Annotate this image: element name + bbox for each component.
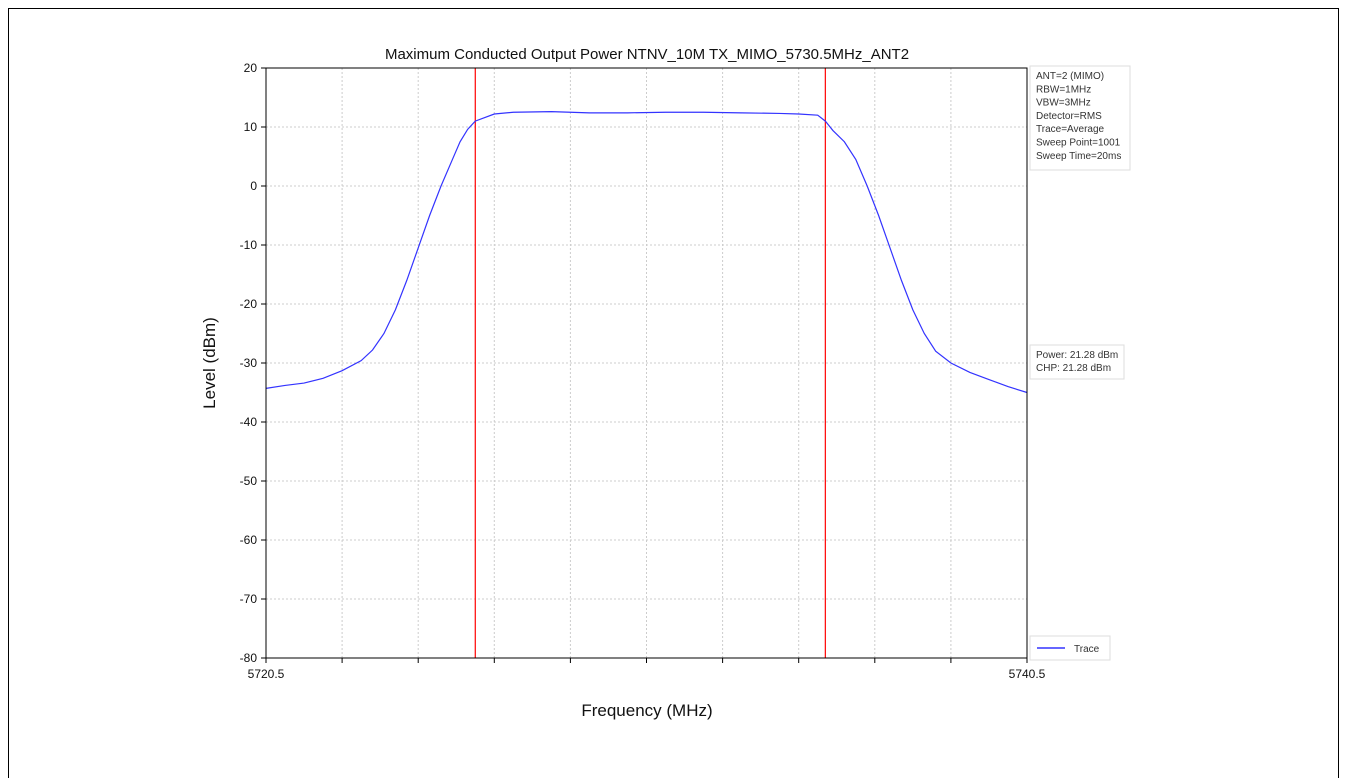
info-box: ANT=2 (MIMO) RBW=1MHz VBW=3MHz Detector=RMS…: [1029, 65, 1131, 171]
info-line: Trace=Average: [1036, 124, 1105, 135]
info-line: Sweep Point=1001: [1036, 138, 1121, 149]
y-tick-label: -40: [240, 415, 258, 429]
y-ticks: 20 10 0 -10 -20 -30 -40 -50 -60 -70 -80: [240, 61, 266, 665]
x-tick-label: 5720.5: [248, 667, 285, 681]
y-tick-label: 10: [244, 120, 258, 134]
y-axis-label: Level (dBm): [200, 317, 219, 409]
chart-title: Maximum Conducted Output Power NTNV_10M …: [385, 46, 909, 63]
x-axis-label: Frequency (MHz): [581, 701, 712, 720]
marker-lines: [474, 68, 826, 658]
power-line: Power: 21.28 dBm: [1036, 350, 1118, 361]
y-tick-label: -10: [240, 238, 258, 252]
y-tick-label: -60: [240, 533, 258, 547]
x-ticks: 5720.5 5740.5: [248, 658, 1046, 681]
power-line: CHP: 21.28 dBm: [1036, 363, 1111, 374]
y-tick-label: 20: [244, 61, 258, 75]
y-tick-label: -50: [240, 474, 258, 488]
x-tick-label: 5740.5: [1009, 667, 1046, 681]
grid: [266, 68, 1027, 658]
y-tick-label: -80: [240, 651, 258, 665]
y-tick-label: -20: [240, 297, 258, 311]
page-frame: [8, 8, 1339, 778]
y-tick-label: -70: [240, 592, 258, 606]
info-line: Detector=RMS: [1036, 111, 1102, 122]
legend: Trace: [1029, 635, 1111, 661]
info-line: ANT=2 (MIMO): [1036, 71, 1104, 82]
y-tick-label: 0: [250, 179, 257, 193]
info-line: VBW=3MHz: [1036, 98, 1091, 109]
trace-line: [265, 111, 1028, 394]
y-tick-label: -30: [240, 356, 258, 370]
power-box: Power: 21.28 dBm CHP: 21.28 dBm: [1029, 344, 1125, 380]
legend-label: Trace: [1074, 644, 1100, 655]
info-line: RBW=1MHz: [1036, 84, 1091, 95]
info-line: Sweep Time=20ms: [1036, 151, 1121, 162]
